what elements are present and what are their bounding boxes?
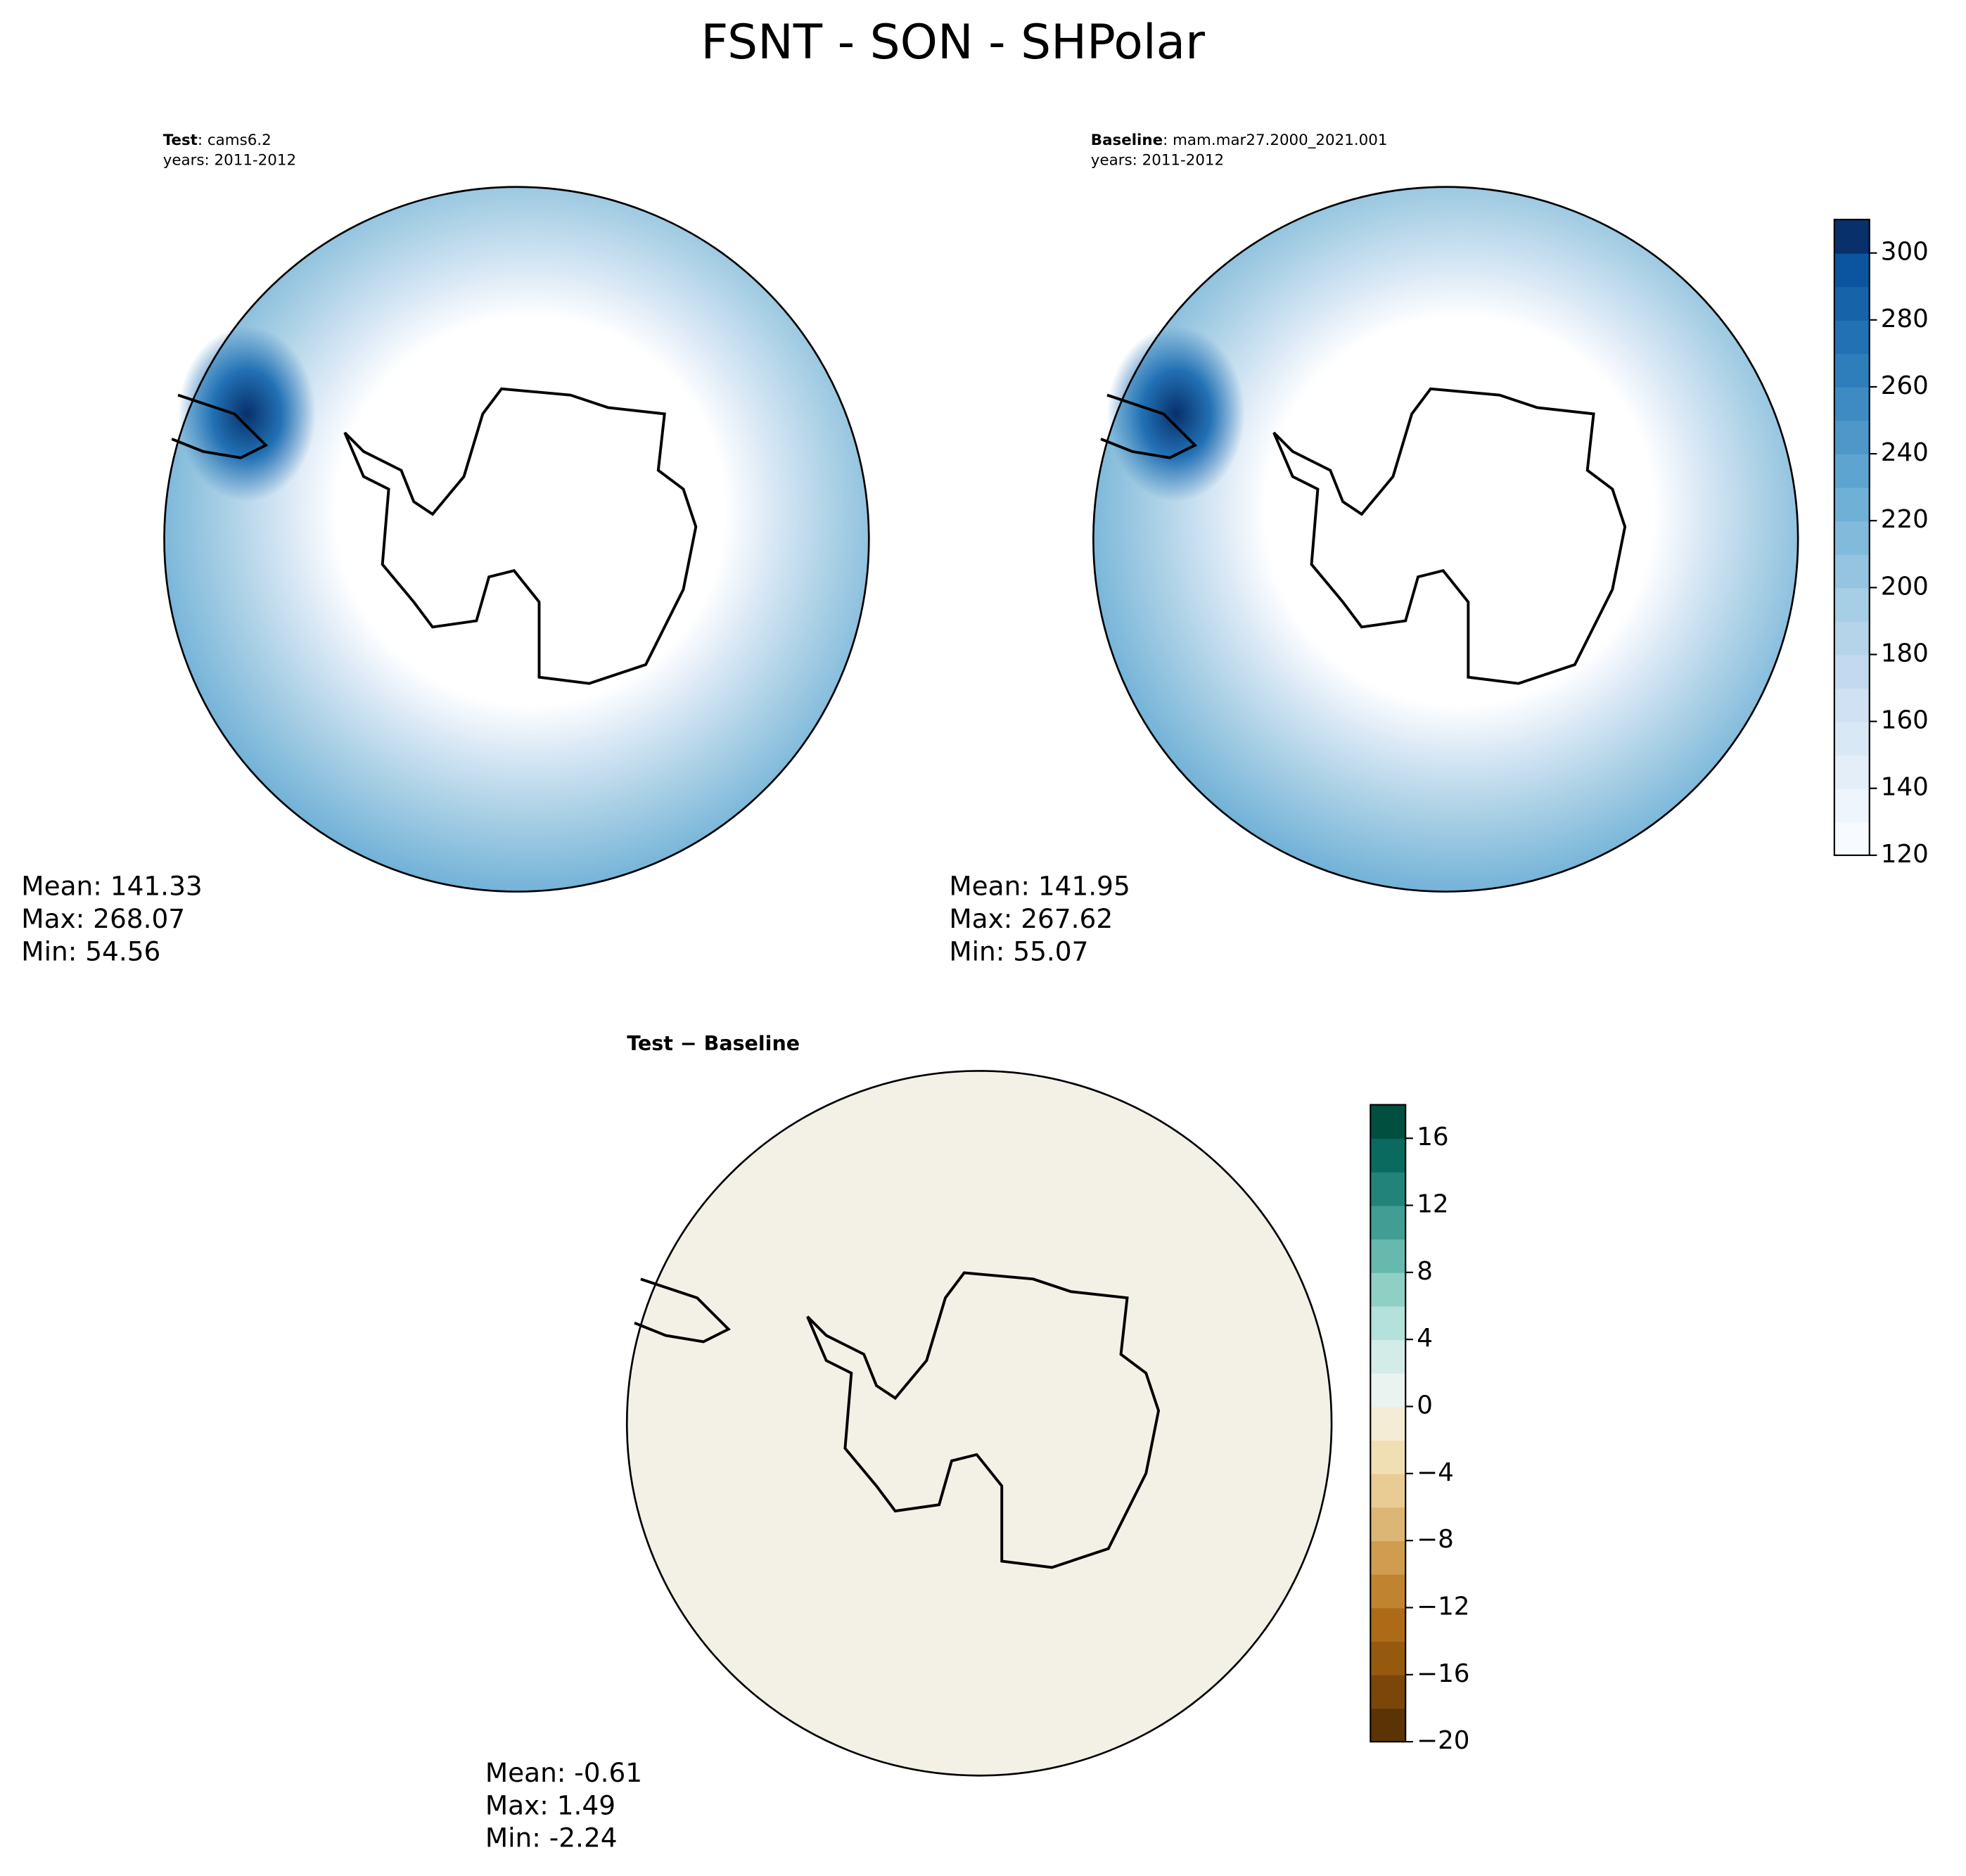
map-test: [163, 186, 870, 893]
colorbar-band: [1834, 353, 1870, 388]
colorbar-tick-label: −20: [1417, 1726, 1469, 1755]
colorbar-tick-label: −16: [1417, 1659, 1469, 1688]
colorbar-tick-label: −12: [1417, 1592, 1469, 1621]
colorbar-frame: [1370, 1104, 1407, 1743]
colorbar-band: [1370, 1540, 1406, 1575]
colorbar-band: [1834, 688, 1870, 722]
colorbar-band: [1834, 420, 1870, 454]
colorbar-tick-label: 16: [1417, 1123, 1448, 1151]
stat: Max: 1.49: [485, 1789, 615, 1820]
colorbar-band: [1834, 253, 1870, 288]
colorbar-band: [1834, 454, 1870, 488]
colorbar-tick-label: 200: [1881, 572, 1929, 601]
stat: Min: 55.07: [949, 936, 1088, 966]
colorbar-band: [1834, 620, 1870, 656]
map-difference: [625, 1070, 1333, 1777]
colorbar-band: [1834, 219, 1870, 254]
colorbar-tick-label: 8: [1417, 1257, 1433, 1286]
stat: Min: -2.24: [485, 1823, 618, 1853]
colorbar-band: [1370, 1138, 1406, 1173]
colorbar-band: [1370, 1372, 1406, 1408]
colorbar-band: [1370, 1708, 1406, 1742]
colorbar-tick-label: −4: [1417, 1458, 1454, 1487]
colorbar-band: [1370, 1507, 1406, 1542]
colorbar-tick-label: 160: [1881, 706, 1929, 735]
figure-title: FSNT - SON - SHPolar: [701, 14, 1205, 70]
colorbar-tick-label: 180: [1881, 639, 1929, 668]
colorbar-band: [1370, 1674, 1406, 1709]
stat: Max: 267.62: [949, 903, 1113, 934]
colorbar-band: [1834, 587, 1870, 622]
colorbar-tick-label: 0: [1417, 1391, 1433, 1420]
colorbar-band: [1834, 755, 1870, 789]
colorbar-band: [1834, 788, 1870, 823]
colorbar-band: [1370, 1104, 1406, 1140]
colorbar-tick-label: 280: [1881, 305, 1929, 333]
colorbar-tick-label: 260: [1881, 371, 1929, 400]
colorbar-band: [1834, 319, 1870, 355]
stat: Mean: -0.61: [485, 1757, 642, 1788]
colorbar-band: [1370, 1339, 1406, 1374]
stat: Mean: 141.33: [21, 871, 202, 902]
colorbar-band: [1834, 721, 1870, 756]
colorbar-band: [1834, 654, 1870, 689]
colorbar-band: [1834, 286, 1870, 321]
colorbar-band: [1370, 1171, 1406, 1206]
colorbar-band: [1370, 1473, 1406, 1508]
colorbar-band: [1834, 554, 1870, 589]
colorbar-tick-label: 220: [1881, 505, 1929, 534]
colorbar-tick-label: 140: [1881, 773, 1929, 802]
colorbar-band: [1370, 1440, 1406, 1474]
panel-label: Baseline: mam.mar27.2000_2021.001: [1091, 132, 1388, 149]
colorbar-band: [1370, 1574, 1406, 1609]
colorbars: 120140160180200220240260280300−20−16−12−…: [1370, 219, 1929, 1755]
colorbar-band: [1834, 521, 1870, 555]
colorbar-tick-label: 12: [1417, 1190, 1448, 1219]
colorbar-band: [1370, 1239, 1406, 1273]
stat: Mean: 141.95: [949, 871, 1130, 902]
colorbar-tick-label: −8: [1417, 1525, 1454, 1554]
panel-label: Test: cams6.2: [163, 132, 272, 149]
colorbar-tick-label: 300: [1881, 238, 1929, 267]
panel-years: years: 2011-2012: [163, 151, 296, 169]
colorbar-band: [1370, 1406, 1406, 1441]
colorbar-band: [1370, 1607, 1406, 1642]
colorbar-tick-label: 120: [1881, 840, 1929, 869]
colorbar-band: [1370, 1641, 1406, 1676]
map-baseline: [1092, 186, 1799, 893]
colorbar-band: [1370, 1272, 1406, 1307]
colorbar-band: [1370, 1205, 1406, 1240]
colorbar-tick-label: 4: [1417, 1324, 1433, 1353]
stat: Min: 54.56: [21, 936, 160, 966]
colorbar-band: [1834, 822, 1870, 856]
panel-years: years: 2011-2012: [1091, 151, 1224, 169]
colorbar-frame: [1833, 219, 1870, 856]
colorbar-band: [1834, 386, 1870, 421]
colorbar-tick-label: 240: [1881, 438, 1929, 467]
stat: Max: 268.07: [21, 903, 185, 934]
colorbar-band: [1834, 487, 1870, 522]
panel-label: Test − Baseline: [627, 1032, 800, 1055]
colorbar-band: [1370, 1306, 1406, 1341]
